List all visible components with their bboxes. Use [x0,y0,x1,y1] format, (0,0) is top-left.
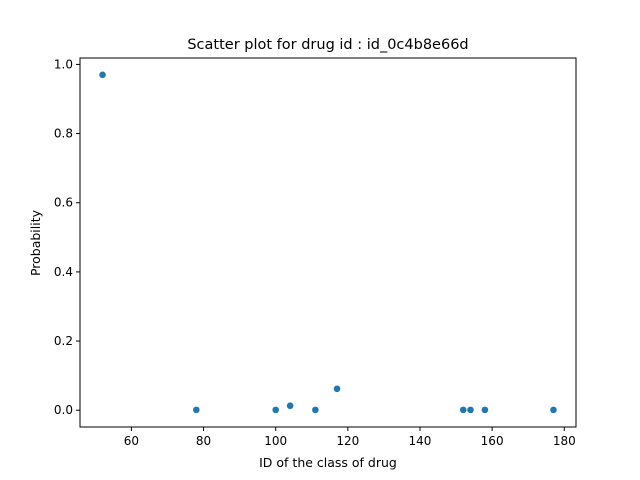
y-tick-label: 0.0 [54,403,73,417]
x-tick-label: 180 [553,434,576,448]
data-point [333,385,341,393]
plot-area-frame [79,57,577,428]
data-point [459,406,467,414]
data-point [550,406,557,414]
x-axis-label: ID of the class of drug [259,455,397,470]
x-axis-ticks: 60 80 100 120 140 160 180 [124,427,576,448]
data-point [99,71,106,79]
x-tick-label: 160 [481,434,504,448]
y-axis-ticks: 0.0 0.2 0.4 0.6 0.8 1.0 [54,57,80,417]
data-point [286,402,294,410]
x-tick-label: 80 [196,434,211,448]
x-tick-label: 60 [124,434,139,448]
y-tick-label: 1.0 [54,57,73,71]
data-point [272,406,279,414]
data-point [312,406,319,414]
x-tick-label: 140 [409,434,432,448]
y-axis-label: Probability [28,209,43,276]
x-tick-label: 120 [336,434,359,448]
data-point [193,406,200,414]
x-tick-label: 100 [264,434,287,448]
y-tick-label: 0.8 [54,127,73,141]
data-point [467,406,474,414]
chart-title: Scatter plot for drug id : id_0c4b8e66d [187,37,468,53]
y-tick-label: 0.4 [54,265,73,279]
data-points [99,71,557,414]
y-tick-label: 0.2 [54,334,73,348]
y-tick-label: 0.6 [54,196,73,210]
data-point [481,406,489,414]
